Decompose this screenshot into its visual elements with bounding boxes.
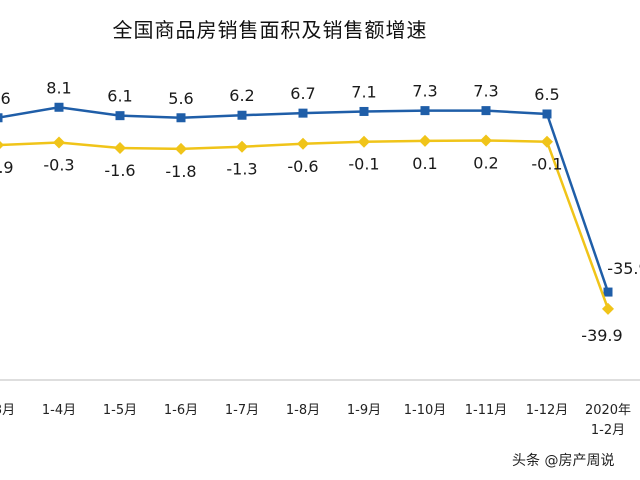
data-label: 8.1	[46, 78, 71, 97]
x-tick-label: 1-10月	[404, 403, 447, 418]
x-tick-label: 1-5月	[103, 403, 137, 418]
data-point	[114, 142, 126, 154]
data-point	[115, 111, 125, 121]
data-label: 6.5	[534, 85, 559, 104]
data-label: 6.1	[107, 87, 132, 106]
chart-title: 全国商品房销售面积及销售额增速	[112, 18, 428, 42]
data-label: -0.1	[531, 155, 562, 174]
x-tick-label: 1-3月	[0, 403, 15, 418]
x-tick-label: 1-11月	[465, 403, 508, 418]
data-point	[602, 302, 614, 315]
data-label: 7.3	[473, 82, 498, 101]
data-label: -0.1	[348, 155, 379, 174]
data-point	[542, 109, 552, 119]
x-tick-label: 1-12月	[526, 403, 569, 418]
x-tick-label: 1-8月	[286, 403, 320, 418]
data-point	[541, 135, 553, 148]
data-label: 5.6	[0, 89, 11, 108]
x-tick-label: 2020年 1-2月	[585, 403, 631, 438]
data-label: -1.3	[226, 160, 257, 179]
data-label: -39.9	[581, 326, 622, 345]
data-point	[297, 137, 309, 150]
data-label: -0.6	[287, 157, 318, 176]
data-point	[0, 113, 3, 123]
x-tick-label: 1-9月	[347, 403, 381, 418]
data-point	[480, 134, 492, 147]
data-label: 5.6	[168, 89, 193, 108]
data-label: 0.2	[473, 153, 498, 172]
data-label: -0.3	[43, 156, 74, 175]
data-point	[481, 106, 491, 116]
data-label: 7.1	[351, 82, 376, 101]
data-label: 0.1	[412, 154, 437, 173]
data-point	[175, 142, 187, 155]
data-point	[237, 110, 247, 120]
watermark: 头条 @房产周说	[512, 453, 615, 469]
data-label: -1.8	[165, 162, 196, 181]
data-point	[53, 136, 65, 149]
data-label: 7.3	[412, 82, 437, 101]
x-tick-label: 1-4月	[42, 403, 76, 418]
data-label: 6.2	[229, 86, 254, 105]
data-point	[54, 102, 64, 112]
data-point	[358, 135, 370, 148]
data-point	[236, 140, 248, 153]
data-point	[603, 287, 613, 297]
data-point	[419, 134, 431, 147]
data-point	[420, 106, 430, 116]
data-point	[298, 108, 308, 118]
data-point	[176, 113, 186, 123]
data-label: 6.7	[290, 84, 315, 103]
series-line	[0, 105, 610, 293]
data-label: -0.9	[0, 158, 14, 177]
x-tick-label: 1-6月	[164, 403, 198, 418]
data-label: -1.6	[104, 161, 135, 180]
data-label: -35.9	[607, 259, 640, 278]
data-point	[359, 106, 369, 116]
x-tick-label: 1-7月	[225, 403, 259, 418]
data-point	[0, 141, 4, 150]
